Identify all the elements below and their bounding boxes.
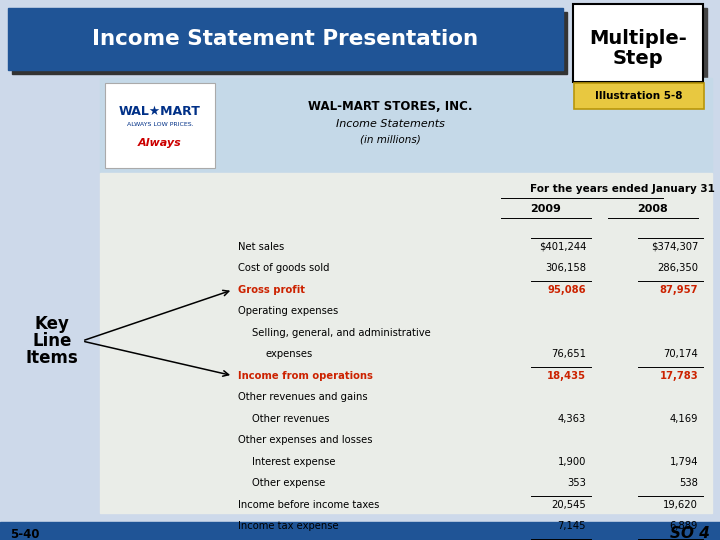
Text: ALWAYS LOW PRICES.: ALWAYS LOW PRICES. (127, 123, 193, 127)
Text: Cost of goods sold: Cost of goods sold (238, 263, 330, 273)
Text: 20,545: 20,545 (552, 500, 586, 510)
Text: expenses: expenses (266, 349, 313, 359)
Text: $374,307: $374,307 (651, 242, 698, 252)
Text: 95,086: 95,086 (547, 285, 586, 295)
Text: Gross profit: Gross profit (238, 285, 305, 295)
Text: 2009: 2009 (531, 204, 562, 214)
Text: 18,435: 18,435 (547, 371, 586, 381)
Text: Other expense: Other expense (252, 478, 325, 488)
Text: For the years ended January 31: For the years ended January 31 (530, 184, 714, 194)
Text: Key: Key (35, 315, 69, 333)
Text: Line: Line (32, 332, 72, 350)
Text: 19,620: 19,620 (663, 500, 698, 510)
Text: Other revenues and gains: Other revenues and gains (238, 392, 368, 402)
Text: 1,794: 1,794 (670, 457, 698, 467)
Text: 2008: 2008 (638, 204, 668, 214)
Text: 76,651: 76,651 (551, 349, 586, 359)
Text: 306,158: 306,158 (545, 263, 586, 273)
Text: Operating expenses: Operating expenses (238, 306, 338, 316)
Text: 353: 353 (567, 478, 586, 488)
Text: 4,363: 4,363 (558, 414, 586, 424)
Text: 1,900: 1,900 (557, 457, 586, 467)
Text: Income Statement Presentation: Income Statement Presentation (92, 29, 479, 49)
Text: SO 4: SO 4 (670, 526, 710, 540)
Bar (105, 83, 215, 168)
Text: 6,889: 6,889 (670, 521, 698, 531)
Text: 70,174: 70,174 (663, 349, 698, 359)
Text: 5-40: 5-40 (10, 528, 40, 540)
Bar (12, 12, 567, 74)
Text: Always: Always (138, 138, 182, 148)
Bar (577, 8, 707, 86)
Text: WAL★MART: WAL★MART (119, 105, 201, 118)
Bar (573, 4, 703, 82)
Text: Net sales: Net sales (238, 242, 284, 252)
Bar (100, 78, 712, 173)
Text: $401,244: $401,244 (539, 242, 586, 252)
Bar (8, 8, 563, 70)
Text: Income tax expense: Income tax expense (238, 521, 338, 531)
Text: Selling, general, and administrative: Selling, general, and administrative (252, 328, 431, 338)
Bar (0, 522, 720, 540)
Text: 286,350: 286,350 (657, 263, 698, 273)
Text: Step: Step (613, 50, 663, 69)
Bar (574, 83, 704, 109)
Text: 7,145: 7,145 (557, 521, 586, 531)
Bar (100, 173, 712, 513)
Text: Income Statements: Income Statements (336, 119, 444, 129)
Text: Multiple-: Multiple- (589, 30, 687, 49)
Text: Interest expense: Interest expense (252, 457, 336, 467)
Text: Other expenses and losses: Other expenses and losses (238, 435, 372, 445)
Text: 4,169: 4,169 (670, 414, 698, 424)
Text: 87,957: 87,957 (660, 285, 698, 295)
Text: WAL-MART STORES, INC.: WAL-MART STORES, INC. (307, 99, 472, 112)
Text: Illustration 5-8: Illustration 5-8 (595, 91, 683, 101)
Text: 538: 538 (679, 478, 698, 488)
Text: (in millions): (in millions) (359, 135, 420, 145)
Text: 17,783: 17,783 (660, 371, 698, 381)
Text: Other revenues: Other revenues (252, 414, 330, 424)
Text: Items: Items (26, 349, 78, 367)
Text: Income from operations: Income from operations (238, 371, 373, 381)
Text: Income before income taxes: Income before income taxes (238, 500, 379, 510)
